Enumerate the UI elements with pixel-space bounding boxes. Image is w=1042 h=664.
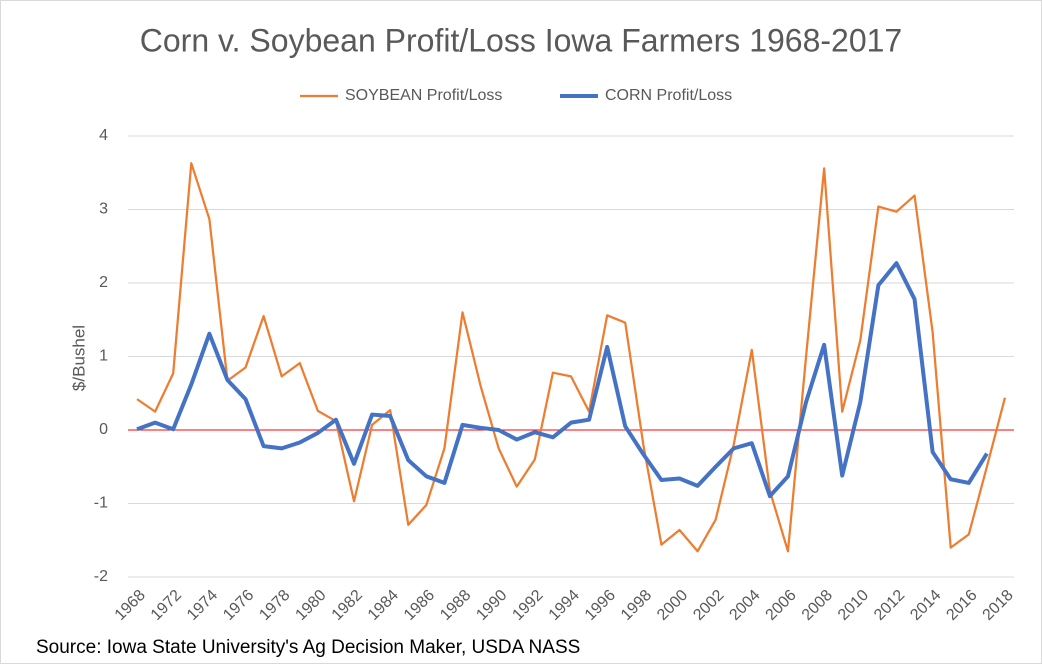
y-tick-label: 4 [99, 127, 108, 144]
y-tick-label: 0 [99, 421, 108, 438]
y-tick-label: 3 [99, 201, 108, 218]
series-line [136, 261, 989, 499]
y-tick-label: 2 [99, 274, 108, 291]
y-tick-label: -1 [94, 495, 108, 512]
legend-label: CORN Profit/Loss [605, 87, 732, 104]
legend-label: SOYBEAN Profit/Loss [345, 87, 502, 104]
chart-title: Corn v. Soybean Profit/Loss Iowa Farmers… [140, 22, 902, 58]
series-line [136, 162, 1007, 553]
y-tick-label: -2 [94, 568, 108, 585]
y-tick-label: 1 [99, 348, 108, 365]
y-axis-label: $/Bushel [69, 325, 88, 391]
source-note: Source: Iowa State University's Ag Decis… [36, 637, 580, 658]
